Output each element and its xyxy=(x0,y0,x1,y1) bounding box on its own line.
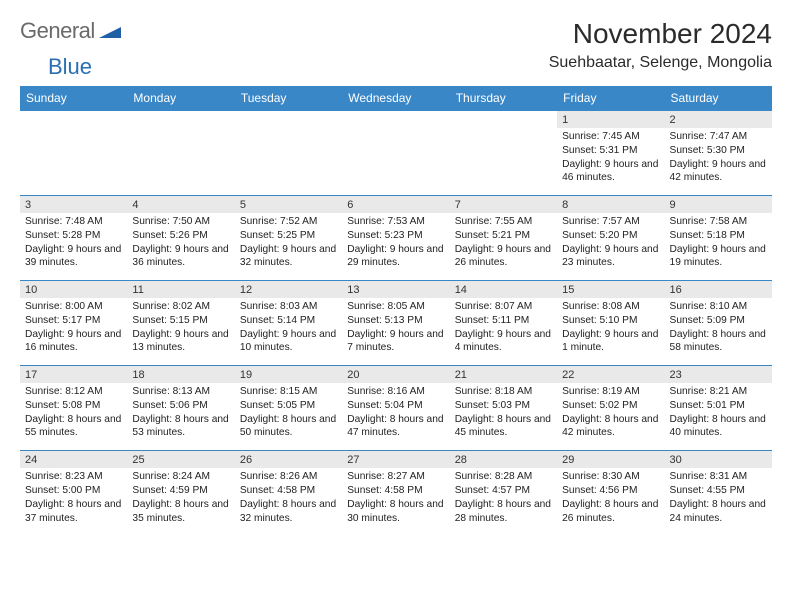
calendar-table: SundayMondayTuesdayWednesdayThursdayFrid… xyxy=(20,86,772,529)
logo: General xyxy=(20,18,125,44)
day-number-cell: 17 xyxy=(20,365,127,383)
dayname-header: Sunday xyxy=(20,86,127,110)
day-info-cell: Sunrise: 8:21 AMSunset: 5:01 PMDaylight:… xyxy=(665,383,772,450)
day-number-cell: 23 xyxy=(665,365,772,383)
calendar-head: SundayMondayTuesdayWednesdayThursdayFrid… xyxy=(20,86,772,110)
dayname-header: Tuesday xyxy=(235,86,342,110)
day-info-cell xyxy=(20,128,127,195)
day-number-cell: 20 xyxy=(342,365,449,383)
dayname-header: Thursday xyxy=(450,86,557,110)
logo-word-general: General xyxy=(20,18,95,44)
dayname-header: Wednesday xyxy=(342,86,449,110)
day-info-cell: Sunrise: 7:45 AMSunset: 5:31 PMDaylight:… xyxy=(557,128,664,195)
day-info-cell: Sunrise: 8:15 AMSunset: 5:05 PMDaylight:… xyxy=(235,383,342,450)
day-number-cell: 10 xyxy=(20,280,127,298)
day-number-cell: 30 xyxy=(665,450,772,468)
day-info-cell: Sunrise: 8:07 AMSunset: 5:11 PMDaylight:… xyxy=(450,298,557,365)
day-number-cell: 12 xyxy=(235,280,342,298)
day-number-cell xyxy=(450,110,557,128)
day-number-cell: 15 xyxy=(557,280,664,298)
day-info-cell: Sunrise: 8:12 AMSunset: 5:08 PMDaylight:… xyxy=(20,383,127,450)
day-info-cell: Sunrise: 8:30 AMSunset: 4:56 PMDaylight:… xyxy=(557,468,664,529)
day-number-cell: 4 xyxy=(127,195,234,213)
day-info-cell: Sunrise: 8:27 AMSunset: 4:58 PMDaylight:… xyxy=(342,468,449,529)
day-number-cell: 16 xyxy=(665,280,772,298)
location-line: Suehbaatar, Selenge, Mongolia xyxy=(549,54,772,72)
day-number-cell xyxy=(342,110,449,128)
day-info-cell: Sunrise: 8:13 AMSunset: 5:06 PMDaylight:… xyxy=(127,383,234,450)
day-info-cell: Sunrise: 7:57 AMSunset: 5:20 PMDaylight:… xyxy=(557,213,664,280)
day-number-cell: 25 xyxy=(127,450,234,468)
day-number-cell: 9 xyxy=(665,195,772,213)
day-number-cell: 27 xyxy=(342,450,449,468)
day-number-cell: 24 xyxy=(20,450,127,468)
day-number-cell: 1 xyxy=(557,110,664,128)
day-info-cell: Sunrise: 7:47 AMSunset: 5:30 PMDaylight:… xyxy=(665,128,772,195)
dayname-header: Saturday xyxy=(665,86,772,110)
day-number-cell: 14 xyxy=(450,280,557,298)
day-info-cell: Sunrise: 7:53 AMSunset: 5:23 PMDaylight:… xyxy=(342,213,449,280)
day-info-cell: Sunrise: 7:50 AMSunset: 5:26 PMDaylight:… xyxy=(127,213,234,280)
day-info-cell: Sunrise: 7:58 AMSunset: 5:18 PMDaylight:… xyxy=(665,213,772,280)
day-info-cell: Sunrise: 8:03 AMSunset: 5:14 PMDaylight:… xyxy=(235,298,342,365)
day-number-cell: 19 xyxy=(235,365,342,383)
day-info-cell: Sunrise: 8:24 AMSunset: 4:59 PMDaylight:… xyxy=(127,468,234,529)
day-number-cell xyxy=(20,110,127,128)
title-block: November 2024 Suehbaatar, Selenge, Mongo… xyxy=(549,18,772,72)
day-info-cell xyxy=(342,128,449,195)
day-number-cell: 11 xyxy=(127,280,234,298)
day-info-cell: Sunrise: 8:16 AMSunset: 5:04 PMDaylight:… xyxy=(342,383,449,450)
day-info-cell xyxy=(450,128,557,195)
day-number-cell: 28 xyxy=(450,450,557,468)
day-info-cell: Sunrise: 7:55 AMSunset: 5:21 PMDaylight:… xyxy=(450,213,557,280)
day-number-cell xyxy=(127,110,234,128)
day-number-cell: 7 xyxy=(450,195,557,213)
day-number-cell: 3 xyxy=(20,195,127,213)
day-number-cell: 5 xyxy=(235,195,342,213)
day-info-cell xyxy=(235,128,342,195)
day-info-cell: Sunrise: 8:08 AMSunset: 5:10 PMDaylight:… xyxy=(557,298,664,365)
month-title: November 2024 xyxy=(549,18,772,50)
day-number-cell: 2 xyxy=(665,110,772,128)
day-info-cell: Sunrise: 8:10 AMSunset: 5:09 PMDaylight:… xyxy=(665,298,772,365)
day-info-cell: Sunrise: 8:05 AMSunset: 5:13 PMDaylight:… xyxy=(342,298,449,365)
day-info-cell: Sunrise: 8:19 AMSunset: 5:02 PMDaylight:… xyxy=(557,383,664,450)
dayname-header: Friday xyxy=(557,86,664,110)
day-info-cell: Sunrise: 8:31 AMSunset: 4:55 PMDaylight:… xyxy=(665,468,772,529)
day-number-cell xyxy=(235,110,342,128)
day-info-cell: Sunrise: 8:23 AMSunset: 5:00 PMDaylight:… xyxy=(20,468,127,529)
day-info-cell: Sunrise: 8:18 AMSunset: 5:03 PMDaylight:… xyxy=(450,383,557,450)
day-number-cell: 26 xyxy=(235,450,342,468)
day-info-cell: Sunrise: 8:28 AMSunset: 4:57 PMDaylight:… xyxy=(450,468,557,529)
day-info-cell: Sunrise: 7:48 AMSunset: 5:28 PMDaylight:… xyxy=(20,213,127,280)
day-number-cell: 8 xyxy=(557,195,664,213)
calendar-page: General November 2024 Suehbaatar, Seleng… xyxy=(0,0,792,612)
day-number-cell: 6 xyxy=(342,195,449,213)
day-number-cell: 18 xyxy=(127,365,234,383)
day-number-cell: 13 xyxy=(342,280,449,298)
day-number-cell: 21 xyxy=(450,365,557,383)
calendar-body: 12 Sunrise: 7:45 AMSunset: 5:31 PMDaylig… xyxy=(20,110,772,529)
day-number-cell: 29 xyxy=(557,450,664,468)
day-info-cell: Sunrise: 8:00 AMSunset: 5:17 PMDaylight:… xyxy=(20,298,127,365)
day-info-cell: Sunrise: 8:26 AMSunset: 4:58 PMDaylight:… xyxy=(235,468,342,529)
logo-triangle-icon xyxy=(99,24,121,38)
day-info-cell: Sunrise: 8:02 AMSunset: 5:15 PMDaylight:… xyxy=(127,298,234,365)
logo-word-blue: Blue xyxy=(48,54,92,79)
day-number-cell: 22 xyxy=(557,365,664,383)
day-info-cell: Sunrise: 7:52 AMSunset: 5:25 PMDaylight:… xyxy=(235,213,342,280)
day-info-cell xyxy=(127,128,234,195)
dayname-header: Monday xyxy=(127,86,234,110)
